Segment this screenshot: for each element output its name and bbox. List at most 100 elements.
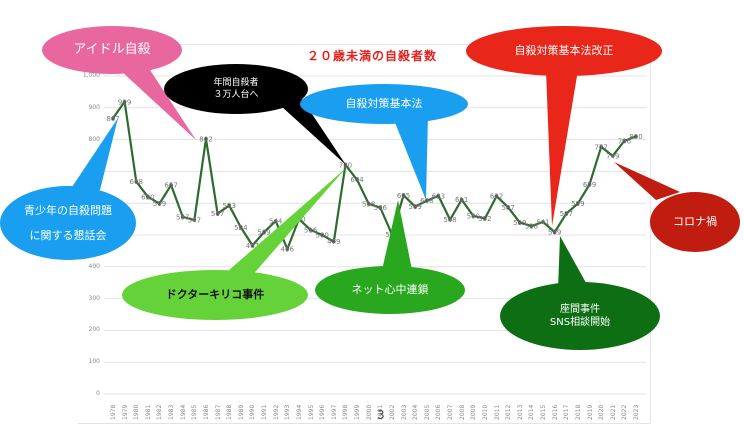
data-label: 539: [513, 219, 526, 227]
data-point: [111, 116, 115, 121]
data-point: [436, 194, 441, 198]
data-label: 620: [141, 193, 154, 201]
data-label: 598: [362, 200, 375, 208]
data-point: [285, 247, 290, 251]
data-label: 810: [629, 133, 642, 141]
data-label: 802: [199, 135, 212, 143]
data-point: [239, 225, 243, 230]
data-point: [576, 201, 580, 206]
data-label: 528: [525, 223, 538, 231]
data-point: [425, 198, 429, 203]
data-label: 567: [560, 210, 573, 218]
callout-annual-line1: 年間自殺者: [213, 77, 259, 88]
data-label: 524: [234, 224, 248, 232]
data-point: [587, 182, 592, 187]
data-label: 567: [211, 210, 224, 218]
callout-kiriko-text: ドクターキリコ事件: [165, 287, 265, 301]
kiriko-tail: [220, 168, 346, 278]
data-point: [401, 193, 406, 198]
callout-net-text: ネット心中連鎖: [351, 282, 429, 296]
idol-tail: [120, 70, 196, 140]
data-label: 668: [130, 178, 143, 186]
data-label: 500: [316, 232, 329, 240]
data-label: 777: [594, 143, 607, 151]
data-point: [355, 177, 359, 182]
chart-title: ２０歳未満の自殺者数: [306, 49, 437, 63]
y-tick-label: 0: [96, 390, 100, 397]
data-point: [634, 134, 638, 139]
data-point: [308, 228, 313, 232]
callout-council-line1: 青少年の自殺問題: [24, 203, 112, 217]
callout-law-revision-text: 自殺対策基本法改正: [514, 43, 614, 57]
callout-annual: 年間自殺者 ３万人台へ: [164, 64, 308, 114]
callout-law-revision: 自殺対策基本法改正: [466, 26, 662, 76]
data-label: 544: [269, 218, 283, 226]
data-label: 720: [339, 162, 352, 170]
data-point: [273, 219, 278, 223]
data-point: [471, 214, 476, 218]
data-point: [169, 183, 173, 187]
data-label: 557: [176, 213, 189, 221]
data-point: [378, 205, 383, 210]
data-label: 593: [223, 202, 236, 210]
data-label: 456: [281, 245, 295, 253]
annual-tail: [270, 96, 346, 165]
data-label: 541: [536, 218, 549, 226]
callout-corona: コロナ禍: [650, 192, 740, 252]
data-label: 548: [443, 216, 456, 224]
series-line: [112, 100, 637, 251]
data-point: [332, 239, 336, 244]
council-tail: [70, 118, 118, 190]
data-point: [192, 218, 197, 222]
y-tick-label: 200: [88, 326, 100, 334]
data-label: 599: [571, 200, 584, 208]
data-label: 586: [374, 204, 388, 212]
data-point: [146, 195, 150, 199]
corona-tail: [614, 162, 680, 200]
callout-idol-text: アイドル自殺: [73, 42, 151, 58]
data-label: 552: [478, 215, 491, 223]
y-tick-label: 300: [88, 294, 100, 302]
chart-frame: [78, 44, 651, 424]
data-label: 589: [408, 203, 421, 211]
callout-council-line2: に関する懇話会: [29, 229, 107, 242]
data-label: 509: [548, 229, 561, 237]
data-label: 657: [164, 182, 177, 190]
data-label: 587: [501, 204, 514, 212]
data-label: 509: [257, 229, 270, 237]
data-label: 599: [153, 200, 166, 208]
data-point: [506, 205, 510, 210]
data-label: 625: [397, 192, 410, 200]
zama-tail: [558, 236, 590, 290]
data-label: 547: [188, 217, 201, 225]
net-tail: [382, 200, 412, 270]
data-point: [599, 145, 603, 149]
y-tick-label: 900: [88, 103, 100, 111]
data-point: [622, 139, 627, 143]
data-point: [610, 154, 615, 158]
data-point: [262, 230, 266, 234]
data-label: 867: [106, 115, 119, 123]
data-point: [180, 215, 185, 219]
data-point: [541, 220, 545, 224]
data-label: 674: [350, 176, 364, 184]
data-label: 611: [455, 196, 468, 204]
data-point: [552, 230, 557, 234]
data-point: [366, 202, 371, 206]
callout-corona-text: コロナ禍: [673, 214, 717, 228]
data-label: 479: [327, 238, 340, 246]
data-point: [517, 220, 522, 225]
data-point: [459, 197, 464, 202]
callout-zama: 座間事件 SNS相談開始: [500, 282, 660, 350]
data-label: 608: [420, 197, 433, 205]
data-label: 659: [583, 181, 596, 189]
callout-council: 青少年の自殺問題 に関する懇話会: [0, 186, 136, 260]
data-label: 749: [606, 152, 619, 160]
y-tick-label: 100: [88, 358, 100, 366]
data-point: [494, 194, 499, 199]
basic-law-tail: [392, 115, 428, 200]
data-point: [215, 211, 220, 216]
data-point: [204, 137, 208, 141]
